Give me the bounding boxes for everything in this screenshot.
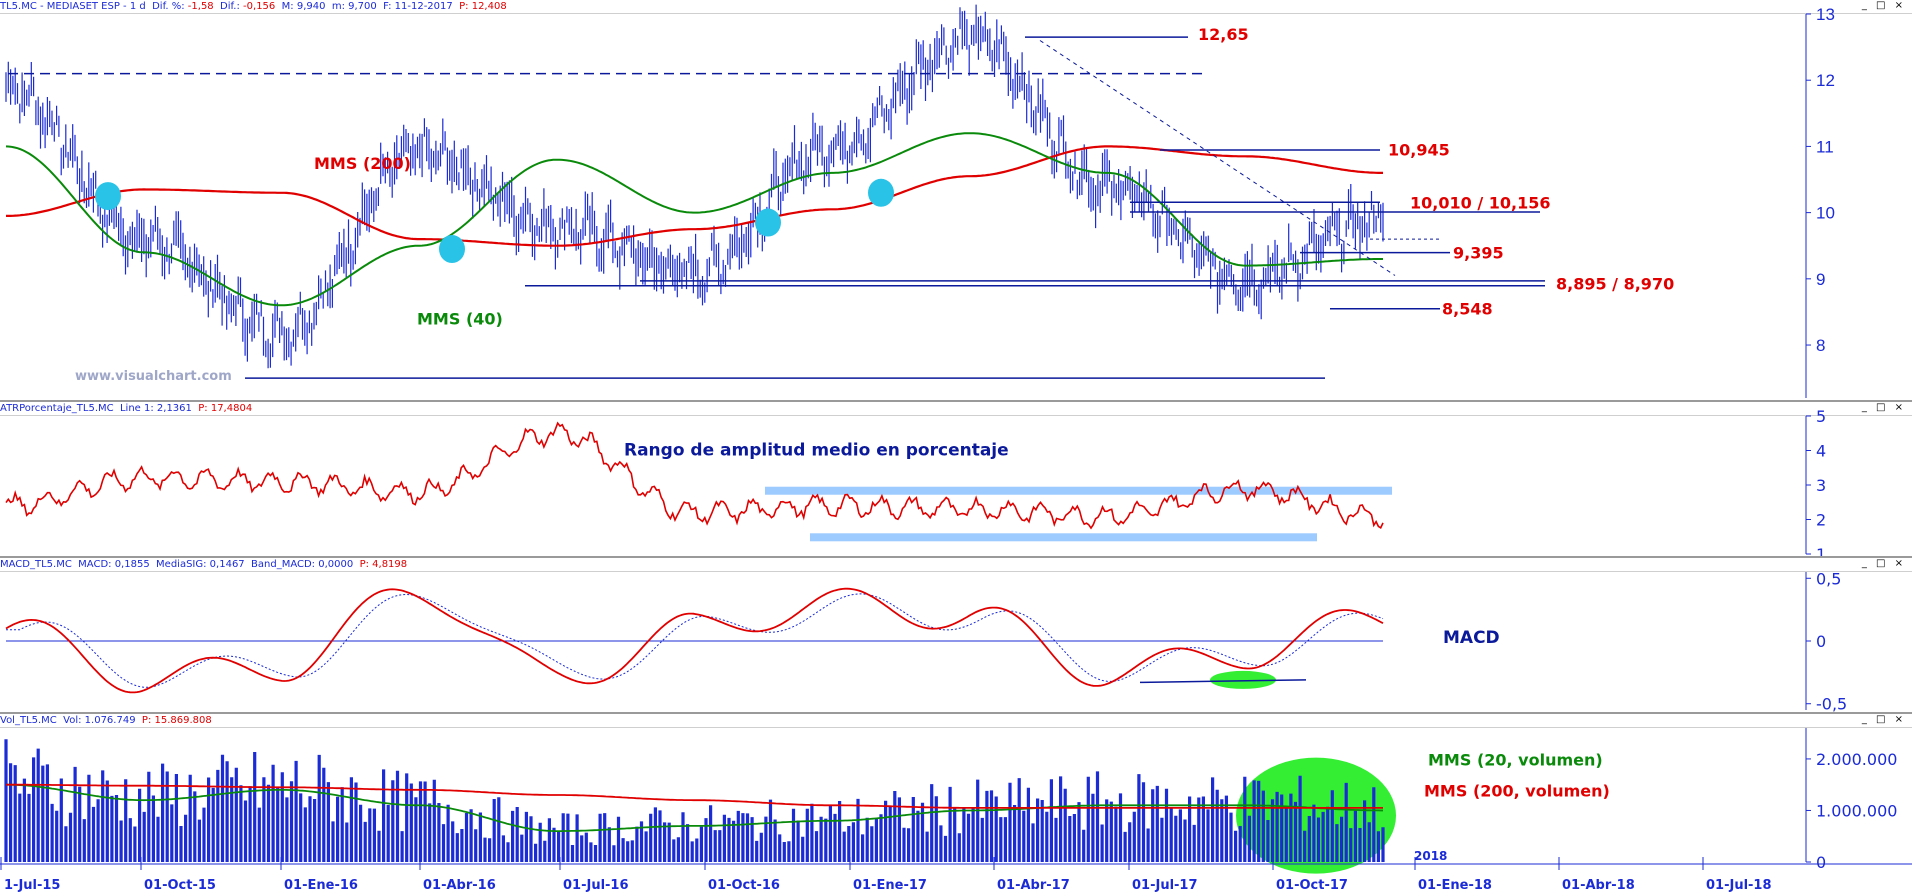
label-8-895: 8,895 / 8,970 [1556, 274, 1674, 293]
window-controls[interactable]: _ □ × [1861, 0, 1906, 11]
price-tick-label: 8 [1816, 336, 1825, 355]
macd-title: MACD [1443, 628, 1500, 648]
x-tick-label: 01-Ene-17 [853, 878, 927, 892]
price-panel: TL5.MC - MEDIASET ESP - 1 d Dif. %: -1,5… [0, 0, 1912, 400]
label-8-548: 8,548 [1442, 300, 1493, 319]
atr-chart: 5 4 3 2 1 Rango de amplitud medio en porcenta… [5, 407, 1826, 556]
x-tick-label: 1-Jul-15 [4, 878, 60, 892]
vol-tick-label: 0 [1816, 853, 1826, 872]
x-tick-label: 01-Oct-16 [708, 878, 780, 892]
price-tick-label: 13 [1816, 5, 1835, 24]
price-bars [5, 4, 1384, 369]
atr-band-upper [765, 486, 1392, 495]
crossover-marker [868, 178, 894, 207]
label-mms40: MMS (40) [417, 310, 503, 329]
mms200-line [6, 145, 1383, 247]
label-9-395: 9,395 [1453, 243, 1504, 262]
x-tick-label: 01-Jul-16 [563, 878, 629, 892]
label-mms200: MMS (200) [314, 154, 411, 173]
macd-tick-label: 0 [1816, 632, 1826, 651]
label-vol-mms200: MMS (200, volumen) [1424, 781, 1610, 800]
window-controls[interactable]: _ □ × [1861, 714, 1906, 725]
x-tick-label: 01-Oct-15 [144, 878, 216, 892]
crossover-marker [755, 208, 781, 237]
window-controls[interactable]: _ □ × [1861, 402, 1906, 413]
price-tick-label: 9 [1816, 270, 1825, 289]
atr-title: Rango de amplitud medio en porcentaje [624, 441, 1009, 461]
symbol-label: TL5.MC - MEDIASET ESP - 1 d [0, 1, 146, 12]
volume-panel: Vol_TL5.MC Vol: 1.076.749 P: 15.869.808 … [0, 714, 1912, 892]
window-controls[interactable]: _ □ × [1861, 558, 1906, 569]
x-tick-label: 01-Jul-18 [1706, 878, 1772, 892]
watermark: www.visualchart.com [75, 369, 232, 384]
atr-tick-label: 3 [1816, 476, 1826, 495]
panel-separator[interactable] [0, 712, 1912, 714]
macd-header: MACD_TL5.MC MACD: 0,1855 MediaSIG: 0,146… [0, 558, 1912, 572]
trendline-down [1039, 40, 1396, 276]
macd-support-line [1139, 679, 1307, 684]
atr-panel: ATRPorcentaje_TL5.MC Line 1: 2,1361 P: 1… [0, 402, 1912, 556]
x-tick-label: 01-Abr-16 [423, 878, 496, 892]
x-tick-label: 01-Ene-18 [1418, 878, 1492, 892]
crossover-marker [439, 235, 465, 264]
volume-bars [4, 739, 1385, 862]
macd-chart: 0,5 0 -0,5 MACD [5, 569, 1847, 712]
atr-tick-label: 2 [1816, 511, 1826, 530]
macd-highlight [1210, 670, 1276, 689]
label-vol-mms20: MMS (20, volumen) [1428, 751, 1603, 770]
price-tick-label: 10 [1816, 204, 1835, 223]
label-12-65: 12,65 [1198, 25, 1249, 44]
crossover-marker [95, 182, 121, 211]
price-header: TL5.MC - MEDIASET ESP - 1 d Dif. %: -1,5… [0, 0, 1912, 14]
atr-tick-label: 4 [1816, 442, 1826, 461]
macd-tick-label: 0,5 [1816, 569, 1841, 588]
mms40-line [5, 132, 1383, 307]
vol-tick-label: 2.000.000 [1816, 750, 1897, 769]
vol-tick-label: 1.000.000 [1816, 801, 1897, 820]
vol-mms200-line [6, 783, 1383, 809]
vol-mms20-line [6, 783, 1383, 832]
price-chart: 13 12 11 10 9 8 12,65 10,945 10,010 / 10,156 9,39… [5, 4, 1835, 398]
price-tick-label: 11 [1816, 137, 1834, 156]
panel-separator[interactable] [0, 556, 1912, 558]
x-tick-label: 01-Ene-16 [284, 878, 358, 892]
atr-header: ATRPorcentaje_TL5.MC Line 1: 2,1361 P: 1… [0, 402, 1912, 416]
x-tick-label: 01-Jul-17 [1132, 878, 1198, 892]
price-tick-label: 12 [1816, 71, 1835, 90]
label-10-945: 10,945 [1388, 141, 1450, 160]
macd-tick-label: -0,5 [1816, 695, 1847, 712]
atr-band-lower [810, 533, 1317, 542]
x-tick-label: 01-Abr-18 [1562, 878, 1635, 892]
signal-line [6, 593, 1384, 688]
x-tick-label: 01-Abr-17 [997, 878, 1070, 892]
atr-tick-label: 5 [1816, 407, 1826, 426]
macd-panel: MACD_TL5.MC MACD: 0,1855 MediaSIG: 0,146… [0, 558, 1912, 712]
volume-chart: 2.000.000 1.000.000 0 MMS (20, volumen) MMS … [0, 728, 1912, 892]
atr-tick-label: 1 [1816, 545, 1826, 556]
x-tick-label: 01-Oct-17 [1276, 878, 1348, 892]
x-year-label: 2018 [1414, 849, 1447, 863]
panel-separator[interactable] [0, 400, 1912, 402]
atr-line [5, 421, 1384, 530]
macd-line [5, 587, 1384, 694]
label-10-010: 10,010 / 10,156 [1410, 194, 1550, 213]
volume-header: Vol_TL5.MC Vol: 1.076.749 P: 15.869.808 [0, 714, 1912, 728]
